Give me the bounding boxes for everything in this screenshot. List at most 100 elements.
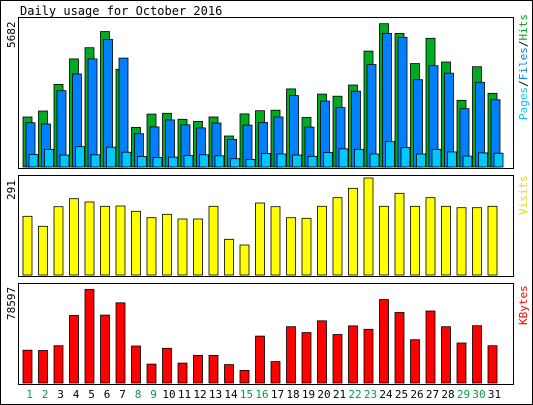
day-label-3: 3: [57, 388, 64, 401]
bar-visits-day-10: [162, 213, 172, 276]
bar-kbytes-day-10: [162, 347, 172, 384]
bar-visits-day-1: [22, 215, 33, 276]
bar-visits-day-26: [410, 205, 420, 276]
bar-visits-day-18: [286, 217, 296, 276]
day-label-14: 14: [224, 388, 238, 401]
bar-visits-day-22: [348, 187, 358, 276]
bar-visits-day-27: [425, 197, 436, 276]
bar-pages-day-27: [431, 148, 442, 168]
bar-kbytes-day-8: [131, 345, 141, 384]
day-label-12: 12: [193, 388, 206, 401]
legend-pages-text: Pages: [517, 87, 530, 120]
bar-visits-day-8: [131, 210, 141, 276]
day-label-17: 17: [271, 388, 284, 401]
legend-hits-text: Hits: [517, 14, 530, 41]
panel-frame-visits: [18, 175, 514, 277]
day-label-22: 22: [348, 388, 361, 401]
bar-kbytes-day-2: [38, 350, 48, 384]
day-label-4: 4: [73, 388, 80, 401]
bar-kbytes-day-20: [317, 320, 327, 384]
bar-visits-day-13: [208, 205, 219, 276]
ymax-label-visits: 291: [5, 180, 18, 200]
bar-kbytes-day-5: [84, 289, 95, 384]
day-label-20: 20: [317, 388, 330, 401]
bar-visits-day-7: [115, 205, 126, 276]
ymax-label-hits: 5682: [5, 22, 18, 49]
bar-kbytes-day-6: [100, 314, 110, 384]
bar-pages-day-15: [245, 158, 256, 168]
bar-visits-day-29: [456, 207, 467, 276]
bar-files-day-23: [366, 64, 377, 168]
bar-pages-day-19: [307, 155, 318, 168]
day-label-9: 9: [150, 388, 157, 401]
bar-pages-day-31: [493, 152, 504, 168]
legend-files-text: Files: [517, 47, 530, 80]
bar-visits-day-4: [69, 198, 79, 276]
bar-kbytes-day-16: [255, 335, 265, 384]
bar-kbytes-day-3: [53, 345, 64, 384]
day-label-26: 26: [410, 388, 423, 401]
bar-visits-day-21: [332, 197, 343, 276]
legend-hits-panel: Pages/Files/Hits: [517, 14, 530, 120]
bar-kbytes-day-31: [487, 345, 498, 384]
bar-kbytes-day-15: [239, 369, 250, 384]
day-label-13: 13: [209, 388, 222, 401]
bar-pages-day-25: [400, 147, 411, 168]
bar-visits-day-12: [193, 218, 203, 276]
bar-kbytes-day-27: [425, 310, 436, 384]
bar-pages-day-26: [416, 153, 426, 168]
bar-pages-day-5: [90, 154, 101, 168]
bar-visits-day-25: [394, 192, 405, 276]
day-label-24: 24: [379, 388, 393, 401]
bar-kbytes-day-23: [363, 328, 374, 384]
bar-kbytes-day-12: [193, 354, 203, 384]
panel-frame-hits: [18, 17, 514, 169]
bar-pages-day-28: [447, 151, 457, 168]
bar-kbytes-day-21: [332, 334, 343, 384]
bar-kbytes-day-7: [115, 302, 126, 384]
bar-pages-day-10: [168, 156, 178, 168]
bar-kbytes-day-11: [177, 362, 188, 384]
day-label-27: 27: [426, 388, 439, 401]
bar-pages-day-22: [354, 148, 364, 168]
bar-kbytes-day-4: [69, 315, 79, 384]
legend-kbytes: KBytes: [517, 285, 530, 325]
bar-visits-day-9: [146, 217, 157, 276]
bar-pages-day-7: [121, 151, 132, 168]
day-label-2: 2: [42, 388, 49, 401]
bar-pages-day-11: [183, 155, 194, 168]
bar-kbytes-day-9: [146, 363, 157, 384]
bar-pages-day-14: [230, 158, 240, 168]
bar-pages-day-23: [369, 153, 380, 168]
bar-visits-day-6: [100, 205, 110, 276]
day-label-18: 18: [286, 388, 299, 401]
bar-pages-day-21: [338, 148, 349, 168]
day-label-31: 31: [488, 388, 501, 401]
bar-pages-day-1: [28, 154, 39, 168]
bar-visits-day-5: [84, 201, 95, 276]
bar-pages-day-8: [137, 156, 147, 168]
bar-pages-day-16: [261, 153, 271, 168]
bar-files-day-7: [118, 57, 129, 168]
bar-pages-day-30: [478, 152, 488, 168]
legend-sep-1-text: /: [517, 80, 530, 87]
day-label-6: 6: [104, 388, 111, 401]
chart-title: Daily usage for October 2016: [20, 4, 222, 18]
bar-kbytes-day-25: [394, 312, 405, 384]
day-label-1: 1: [26, 388, 33, 401]
day-label-28: 28: [441, 388, 454, 401]
bar-visits-day-20: [317, 205, 327, 276]
bar-visits-day-11: [177, 218, 188, 276]
bar-kbytes-day-22: [348, 325, 358, 384]
bar-kbytes-day-14: [224, 364, 234, 384]
bar-visits-day-23: [363, 177, 374, 276]
bar-kbytes-day-18: [286, 326, 296, 384]
bar-pages-day-2: [44, 148, 54, 168]
bar-visits-day-24: [379, 205, 389, 276]
bar-pages-day-6: [106, 146, 116, 168]
day-label-23: 23: [364, 388, 377, 401]
day-label-5: 5: [88, 388, 95, 401]
bar-pages-day-3: [59, 154, 70, 168]
